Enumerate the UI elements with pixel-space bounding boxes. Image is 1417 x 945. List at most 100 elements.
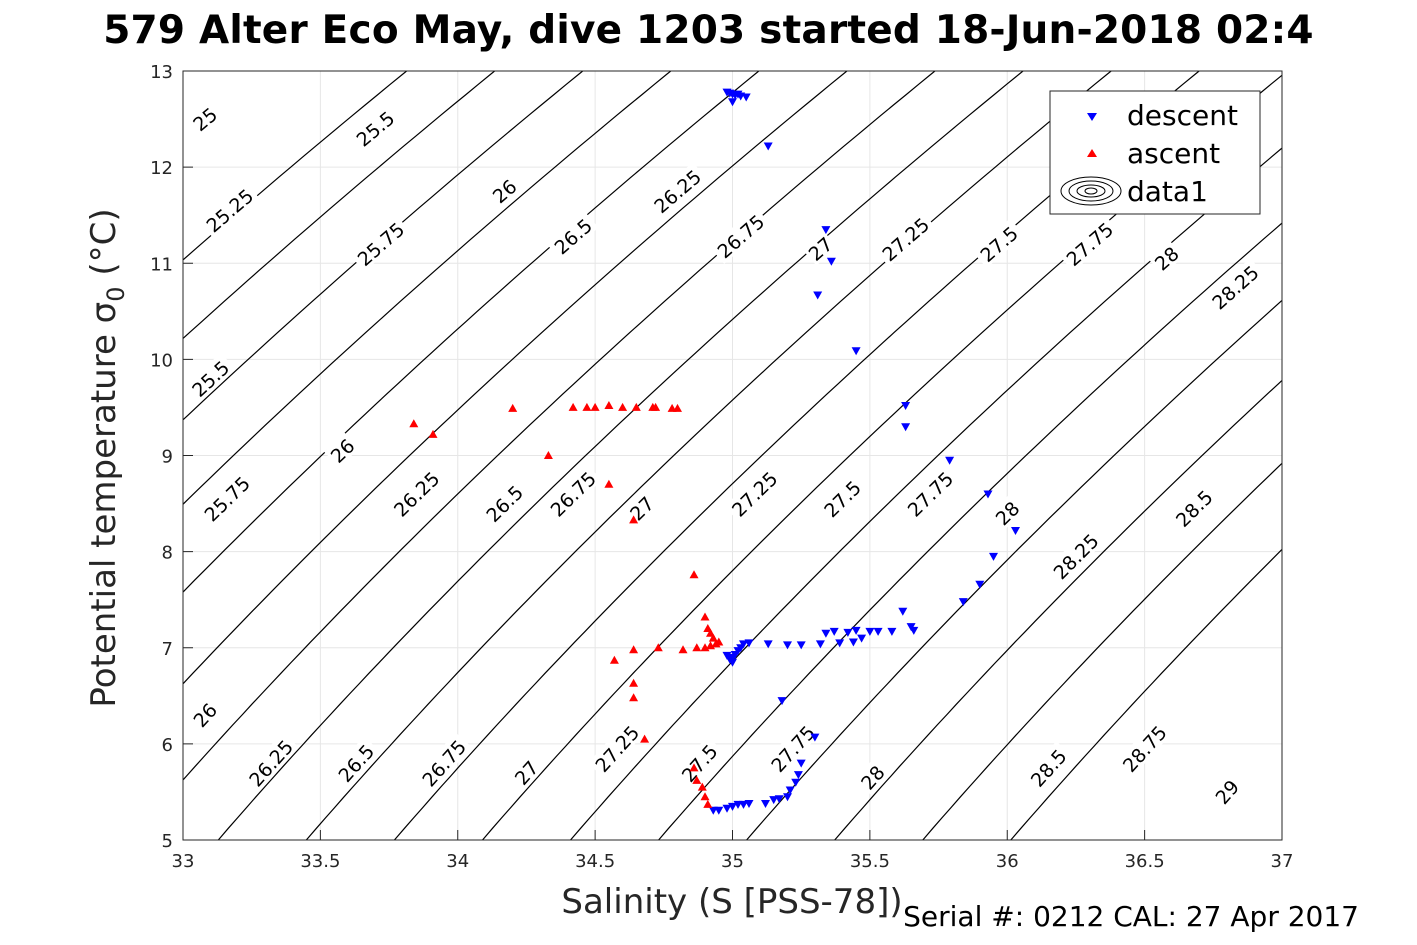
y-tick-label: 9 bbox=[162, 447, 173, 468]
ascent-point bbox=[428, 429, 438, 438]
descent-point bbox=[945, 456, 955, 465]
contour-label-bg bbox=[196, 468, 256, 528]
x-tick-label: 35.5 bbox=[850, 851, 890, 872]
contour-line bbox=[183, 71, 408, 261]
ascent-point bbox=[692, 643, 702, 652]
descent-point bbox=[763, 640, 773, 649]
density-contours bbox=[183, 71, 1282, 840]
contour-label-bg bbox=[1058, 214, 1120, 272]
ascent-point bbox=[706, 628, 715, 637]
y-axis-label-unit: (°C) bbox=[84, 208, 124, 286]
descent-point bbox=[848, 638, 858, 647]
contour-label-bg bbox=[900, 464, 960, 523]
contour-line bbox=[183, 71, 936, 781]
descent-point bbox=[901, 402, 911, 410]
legend-descent-label: descent bbox=[1127, 99, 1238, 132]
descent-point bbox=[843, 628, 853, 637]
descent-point bbox=[813, 291, 823, 300]
descent-point bbox=[865, 627, 875, 636]
contour-label-bg bbox=[673, 736, 724, 789]
y-tick-label: 10 bbox=[150, 350, 173, 371]
legend-box bbox=[1049, 90, 1261, 215]
contour-label-bg bbox=[874, 210, 936, 267]
contour-label-bg bbox=[854, 759, 890, 795]
ascent-point bbox=[604, 479, 614, 488]
ascent-point bbox=[629, 693, 639, 702]
contour-line bbox=[1009, 548, 1282, 840]
y-tick-label: 7 bbox=[162, 639, 173, 660]
descent-point bbox=[793, 771, 803, 780]
legend-ascent-marker bbox=[1087, 149, 1097, 157]
descent-point bbox=[821, 226, 831, 235]
legend-descent-marker bbox=[1087, 113, 1097, 121]
descent-point bbox=[1011, 527, 1020, 535]
contour-label-bg bbox=[186, 100, 223, 136]
contour-line bbox=[217, 71, 1025, 840]
descent-point bbox=[741, 93, 751, 102]
descent-point bbox=[796, 759, 806, 768]
contour-label-bg bbox=[508, 754, 544, 790]
descent-point bbox=[722, 804, 732, 813]
ascent-point bbox=[689, 763, 699, 772]
descent-point bbox=[857, 634, 867, 643]
descent-point bbox=[791, 778, 801, 787]
ascent-point bbox=[700, 792, 710, 801]
contour-label-bg bbox=[972, 218, 1025, 268]
x-tick-label: 37 bbox=[1271, 851, 1294, 872]
descent-point bbox=[898, 607, 908, 616]
chart-title: 579 Alter Eco May, dive 1203 started 18-… bbox=[103, 8, 1314, 53]
descent-point bbox=[909, 626, 919, 635]
descent-point bbox=[835, 639, 845, 648]
y-tick-label: 8 bbox=[162, 543, 173, 564]
ascent-point bbox=[618, 402, 628, 411]
contour-label-bg bbox=[386, 464, 446, 523]
legend-ascent-label: ascent bbox=[1127, 137, 1220, 170]
descent-point bbox=[728, 98, 737, 107]
contour-label-bg bbox=[763, 718, 821, 779]
contour-label-bg bbox=[1208, 773, 1244, 810]
descent-point bbox=[763, 142, 773, 151]
descent-point bbox=[989, 552, 998, 561]
descent-point bbox=[769, 796, 779, 805]
contour-label-bg bbox=[323, 432, 360, 468]
ascent-point bbox=[609, 655, 619, 664]
x-tick-label: 33 bbox=[172, 851, 195, 872]
contour-line bbox=[183, 71, 848, 685]
ascent-point bbox=[631, 402, 641, 411]
x-tick-label: 35 bbox=[721, 851, 744, 872]
descent-point bbox=[815, 640, 825, 649]
ascent-point bbox=[714, 637, 724, 646]
ascent-point bbox=[697, 782, 707, 791]
contour-label-bg bbox=[1045, 526, 1105, 586]
contour-label-bg bbox=[801, 230, 838, 266]
x-tick-label: 36 bbox=[996, 851, 1019, 872]
ascent-point bbox=[409, 419, 419, 428]
contour-label-bg bbox=[349, 214, 411, 272]
contour-label-bg bbox=[1115, 718, 1173, 779]
contour-line bbox=[745, 299, 1282, 840]
contour-label-bg bbox=[186, 696, 222, 733]
y-tick-label: 5 bbox=[162, 831, 173, 852]
descent-point bbox=[826, 257, 836, 266]
ascent-point bbox=[590, 402, 600, 411]
ascent-point bbox=[703, 624, 713, 632]
ascent-point bbox=[703, 799, 713, 808]
ascent-point bbox=[651, 402, 661, 411]
ascent-point bbox=[582, 402, 592, 411]
descent-point bbox=[777, 697, 787, 706]
contour-label-bg bbox=[414, 732, 472, 793]
legend-data1-marker bbox=[1060, 176, 1122, 206]
descent-point bbox=[975, 580, 985, 589]
ascent-point bbox=[673, 403, 682, 412]
contour-line bbox=[833, 379, 1282, 840]
contour-line bbox=[183, 71, 584, 421]
descent-point bbox=[873, 627, 883, 636]
data-points bbox=[409, 88, 1020, 815]
contour-label-bg bbox=[623, 490, 659, 526]
ascent-point bbox=[700, 612, 710, 621]
descent-point bbox=[810, 733, 820, 742]
contour-label-bg bbox=[646, 162, 708, 219]
ascent-point bbox=[708, 633, 718, 642]
contour-line bbox=[183, 71, 672, 506]
contour-label-bg bbox=[724, 464, 784, 523]
